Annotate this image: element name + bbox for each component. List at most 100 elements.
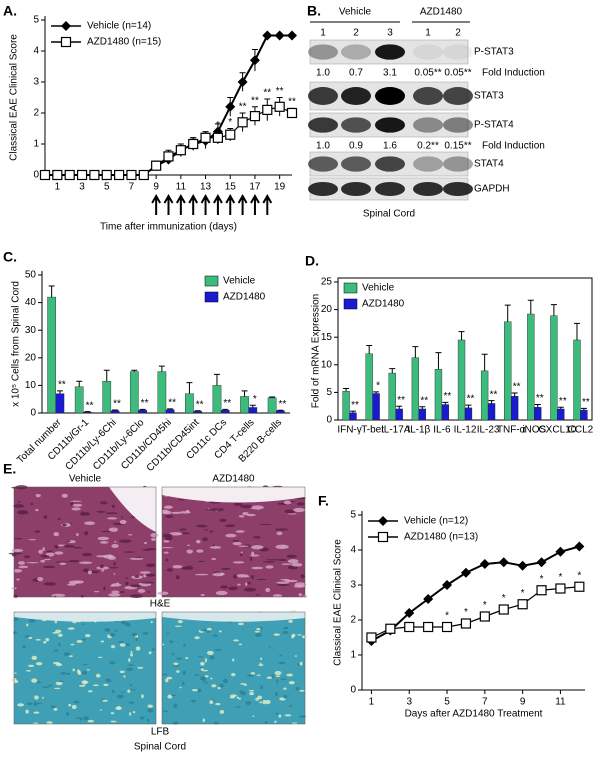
y-tick-label: 2: [350, 615, 356, 626]
marker: [175, 145, 186, 156]
tissue-texture: [111, 504, 116, 508]
tissue-texture: [116, 694, 124, 699]
tissue-texture: [79, 684, 86, 687]
tissue-texture: [200, 668, 204, 671]
tissue-texture: [59, 562, 67, 566]
tissue-texture: [28, 664, 34, 668]
error-bar: [241, 390, 248, 397]
tissue-texture: [142, 548, 152, 551]
significance: **: [397, 395, 405, 406]
tissue-texture: [160, 643, 165, 646]
tissue-texture: [256, 627, 261, 631]
marker: [126, 169, 137, 181]
tissue-texture: [179, 528, 187, 531]
tissue-texture: [41, 697, 45, 699]
bar: [573, 339, 581, 421]
marker: [460, 618, 472, 629]
tissue-texture: [232, 574, 238, 579]
x-axis-label: Time after immunization (days): [100, 222, 237, 233]
tissue-texture: [54, 687, 61, 690]
histology-image: [8, 485, 159, 599]
tissue-texture: [137, 666, 144, 669]
tissue-texture: [163, 533, 173, 535]
tissue-texture: [200, 628, 207, 632]
blot-band: [443, 117, 473, 133]
marker: [101, 169, 112, 181]
tissue-texture: [255, 594, 260, 596]
tissue-texture: [215, 590, 228, 596]
x-tick-label: IL-6: [433, 425, 451, 436]
tissue-texture: [233, 502, 243, 506]
row-label: GAPDH: [474, 184, 510, 195]
error-bar: [573, 322, 580, 340]
tissue-texture: [12, 672, 17, 674]
tissue-texture: [254, 630, 260, 633]
tissue-texture: [84, 681, 89, 683]
tissue-texture: [34, 530, 41, 533]
bar: [534, 407, 542, 421]
tissue-texture: [280, 678, 287, 680]
tissue-texture: [165, 558, 169, 562]
tissue-texture: [283, 687, 287, 690]
injection-arrow: [188, 193, 199, 215]
tissue-texture: [171, 511, 181, 514]
tissue-texture: [130, 584, 141, 588]
fold-label: Fold Induction: [482, 141, 545, 152]
significance: **: [168, 398, 176, 409]
tissue-texture: [62, 523, 67, 527]
tissue-texture: [199, 676, 207, 681]
x-tick-label: 17: [249, 182, 261, 193]
tissue-texture: [260, 657, 263, 661]
x-tick-label: IFN-γ: [337, 425, 361, 436]
tissue-texture: [279, 654, 283, 657]
significance: **: [467, 394, 475, 405]
tissue-texture: [232, 561, 245, 564]
tissue-texture: [246, 513, 256, 517]
legend-swatch: [204, 275, 219, 287]
error-bar: [350, 410, 357, 413]
error-bar: [186, 382, 193, 394]
tissue-texture: [238, 515, 245, 518]
tissue-texture: [150, 537, 157, 541]
injection-arrow: [213, 193, 223, 215]
tissue-texture: [209, 655, 215, 660]
tissue-texture: [204, 675, 209, 678]
tissue-texture: [28, 618, 36, 623]
tissue-texture: [185, 565, 194, 571]
tissue-texture: [130, 650, 133, 653]
tissue-texture: [13, 680, 19, 684]
tissue-texture: [13, 537, 23, 540]
tissue-texture: [14, 617, 19, 621]
x-tick-label: 11: [176, 182, 187, 193]
tissue-texture: [43, 641, 47, 644]
y-tick-label: 3: [350, 580, 356, 591]
y-tick-label: 15: [321, 332, 333, 343]
tissue-texture: [135, 646, 141, 651]
tissue-texture: [108, 593, 121, 597]
legend-swatch: [343, 282, 358, 294]
tissue-texture: [145, 573, 156, 577]
marker: [52, 169, 63, 181]
tissue-texture: [299, 661, 303, 666]
tissue-texture: [23, 555, 31, 559]
tissue-texture: [206, 627, 212, 631]
tissue-texture: [53, 707, 58, 711]
tissue-texture: [68, 580, 81, 585]
tissue-texture: [35, 638, 41, 641]
bar: [464, 407, 473, 421]
tissue-texture: [276, 531, 283, 536]
significance: **: [559, 396, 567, 407]
error-bar: [56, 390, 63, 394]
tissue-texture: [58, 680, 64, 683]
tissue-texture: [25, 709, 29, 714]
tissue-edge: [14, 612, 156, 622]
tissue-texture: [288, 565, 291, 569]
blot-band: [375, 87, 405, 105]
tissue-texture: [167, 694, 173, 699]
tissue-texture: [276, 581, 290, 584]
y-tick-label: 2: [33, 108, 39, 119]
tissue-texture: [250, 505, 264, 510]
significance: **: [276, 86, 284, 97]
tissue-texture: [22, 645, 27, 649]
significance: **: [582, 397, 590, 408]
